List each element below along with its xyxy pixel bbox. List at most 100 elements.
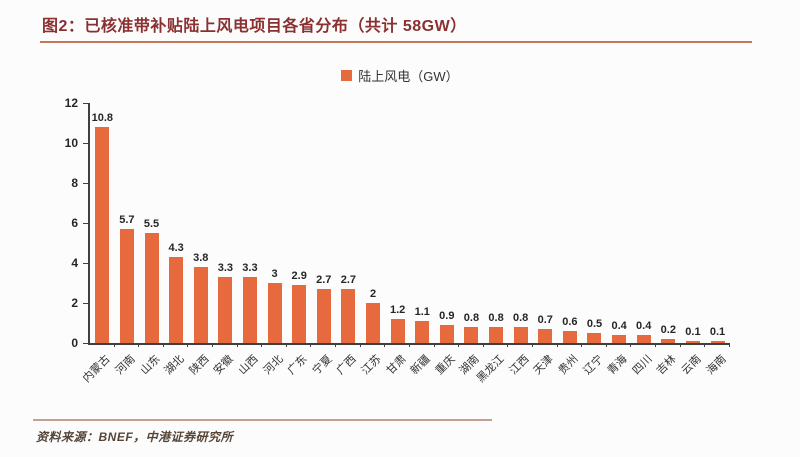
- y-axis-tick: [83, 222, 88, 224]
- bar: [538, 329, 553, 343]
- bar-value-label: 5.7: [119, 214, 135, 226]
- bar-value-label: 0.4: [611, 320, 627, 332]
- x-axis-label: 湖北: [162, 353, 187, 378]
- x-axis-label: 山东: [138, 353, 163, 378]
- bar: [685, 341, 700, 343]
- bar: [661, 339, 676, 343]
- bar-value-label: 3.3: [217, 262, 233, 274]
- y-axis-label: 4: [71, 256, 78, 270]
- bar: [119, 229, 134, 343]
- y-axis-label: 12: [64, 96, 78, 110]
- y-axis-label: 8: [71, 176, 78, 190]
- bar-value-label: 1.1: [414, 306, 430, 318]
- x-axis-label: 陕西: [187, 353, 212, 378]
- bar-value-label: 0.7: [537, 314, 553, 326]
- bar: [193, 267, 208, 343]
- bar-value-label: 2.9: [291, 270, 307, 282]
- bar-value-label: 10.8: [91, 112, 114, 124]
- bar-value-label: 0.5: [586, 318, 603, 330]
- bar: [587, 333, 602, 343]
- bar-slot: 0.4 青海: [606, 103, 632, 377]
- x-axis-label: 宁夏: [310, 353, 335, 378]
- bar: [636, 335, 651, 343]
- bar: [267, 283, 282, 343]
- x-axis-label: 重庆: [433, 353, 458, 378]
- y-axis-label: 2: [71, 296, 78, 310]
- bar-slot: 3 河北: [261, 103, 287, 377]
- bar-value-label: 0.4: [636, 320, 652, 332]
- legend-marker-icon: [341, 70, 353, 81]
- bar-value-label: 0.2: [660, 324, 676, 336]
- bar: [144, 233, 159, 343]
- bar-slot: 0.4 四川: [630, 103, 656, 377]
- bar: [489, 327, 504, 343]
- x-axis-label: 黑龙江: [474, 353, 507, 385]
- bar-slot: 4.3 湖北: [163, 103, 189, 377]
- bar-value-label: 0.1: [709, 326, 726, 338]
- x-axis-label: 广西: [334, 353, 360, 378]
- x-axis-label: 内蒙古: [81, 353, 113, 385]
- bar-slot: 0.7 天津: [532, 103, 558, 377]
- bar: [439, 325, 454, 343]
- y-axis-label: 0: [71, 336, 78, 350]
- x-axis-label: 江苏: [359, 353, 384, 378]
- x-axis-label: 河北: [261, 353, 286, 378]
- y-axis-tick: [83, 102, 88, 104]
- y-axis-tick: [83, 342, 88, 344]
- bar-value-label: 5.5: [143, 218, 160, 230]
- bar-value-label: 2.7: [340, 274, 357, 286]
- x-axis-label: 青海: [605, 353, 630, 378]
- bar: [464, 327, 479, 343]
- bar-slot: 0.8 江西: [507, 103, 533, 377]
- bar-slot: 5.7 河南: [113, 103, 140, 377]
- bar-slot: 2.7 广西: [335, 103, 361, 377]
- bar: [562, 331, 577, 343]
- x-axis-label: 贵州: [556, 353, 581, 378]
- bar-value-label: 3.8: [193, 252, 209, 264]
- bar: [341, 289, 356, 343]
- bar-slot: 0.5 辽宁: [581, 103, 607, 377]
- x-axis-label: 广东: [285, 353, 310, 378]
- y-axis-tick: [83, 302, 88, 304]
- bar-slot: 1.1 新疆: [409, 103, 435, 377]
- bar-value-label: 3.3: [242, 262, 258, 274]
- bar: [612, 335, 627, 343]
- bar: [390, 319, 405, 343]
- bar-slot: 1.2 甘肃: [384, 103, 410, 377]
- bar: [366, 303, 380, 343]
- bar-slot: 10.8 内蒙古: [81, 103, 115, 385]
- legend-label: 陆上风电（GW）: [358, 69, 459, 84]
- bar-value-label: 1.2: [389, 304, 406, 316]
- x-axis-label: 海南: [704, 353, 729, 378]
- x-axis-label: 新疆: [408, 353, 433, 378]
- x-axis-label: 四川: [630, 353, 655, 378]
- bar-value-label: 4.3: [168, 242, 184, 254]
- bar: [95, 127, 110, 343]
- y-axis-label: 6: [71, 216, 78, 230]
- x-axis-label: 吉林: [654, 353, 679, 378]
- bar: [415, 321, 430, 343]
- title-underline: [40, 41, 752, 43]
- bar-slot: 0.9 重庆: [433, 103, 460, 377]
- bar-slot: 0.1 海南: [704, 103, 730, 377]
- figure-title: 图2：已核准带补贴陆上风电项目各省分布（共计 58GW）: [42, 18, 467, 35]
- bar-slot: 0.1 云南: [680, 103, 706, 377]
- bar-slot: 2 江苏: [360, 103, 386, 377]
- bar-slot: 0.2 吉林: [655, 103, 681, 377]
- bar-value-label: 0.8: [463, 312, 480, 324]
- bar-slot: 0.8 黑龙江: [475, 103, 509, 385]
- bar-value-label: 0.8: [513, 312, 529, 324]
- bar-value-label: 0.8: [488, 312, 504, 324]
- chart-legend: 陆上风电（GW）: [0, 66, 800, 85]
- source-note: 资料来源：BNEF，中港证券研究所: [36, 430, 234, 444]
- x-axis-label: 甘肃: [384, 353, 409, 378]
- bar-value-label: 0.6: [562, 316, 578, 328]
- bar-slot: 2.9 广东: [286, 103, 312, 377]
- bar: [292, 285, 307, 343]
- bar-value-label: 2.7: [316, 274, 332, 286]
- x-axis-label: 江西: [507, 353, 532, 378]
- bar-slot: 3.3 安徽: [212, 103, 238, 377]
- bar-value-label: 3: [271, 268, 278, 280]
- bar: [513, 327, 528, 343]
